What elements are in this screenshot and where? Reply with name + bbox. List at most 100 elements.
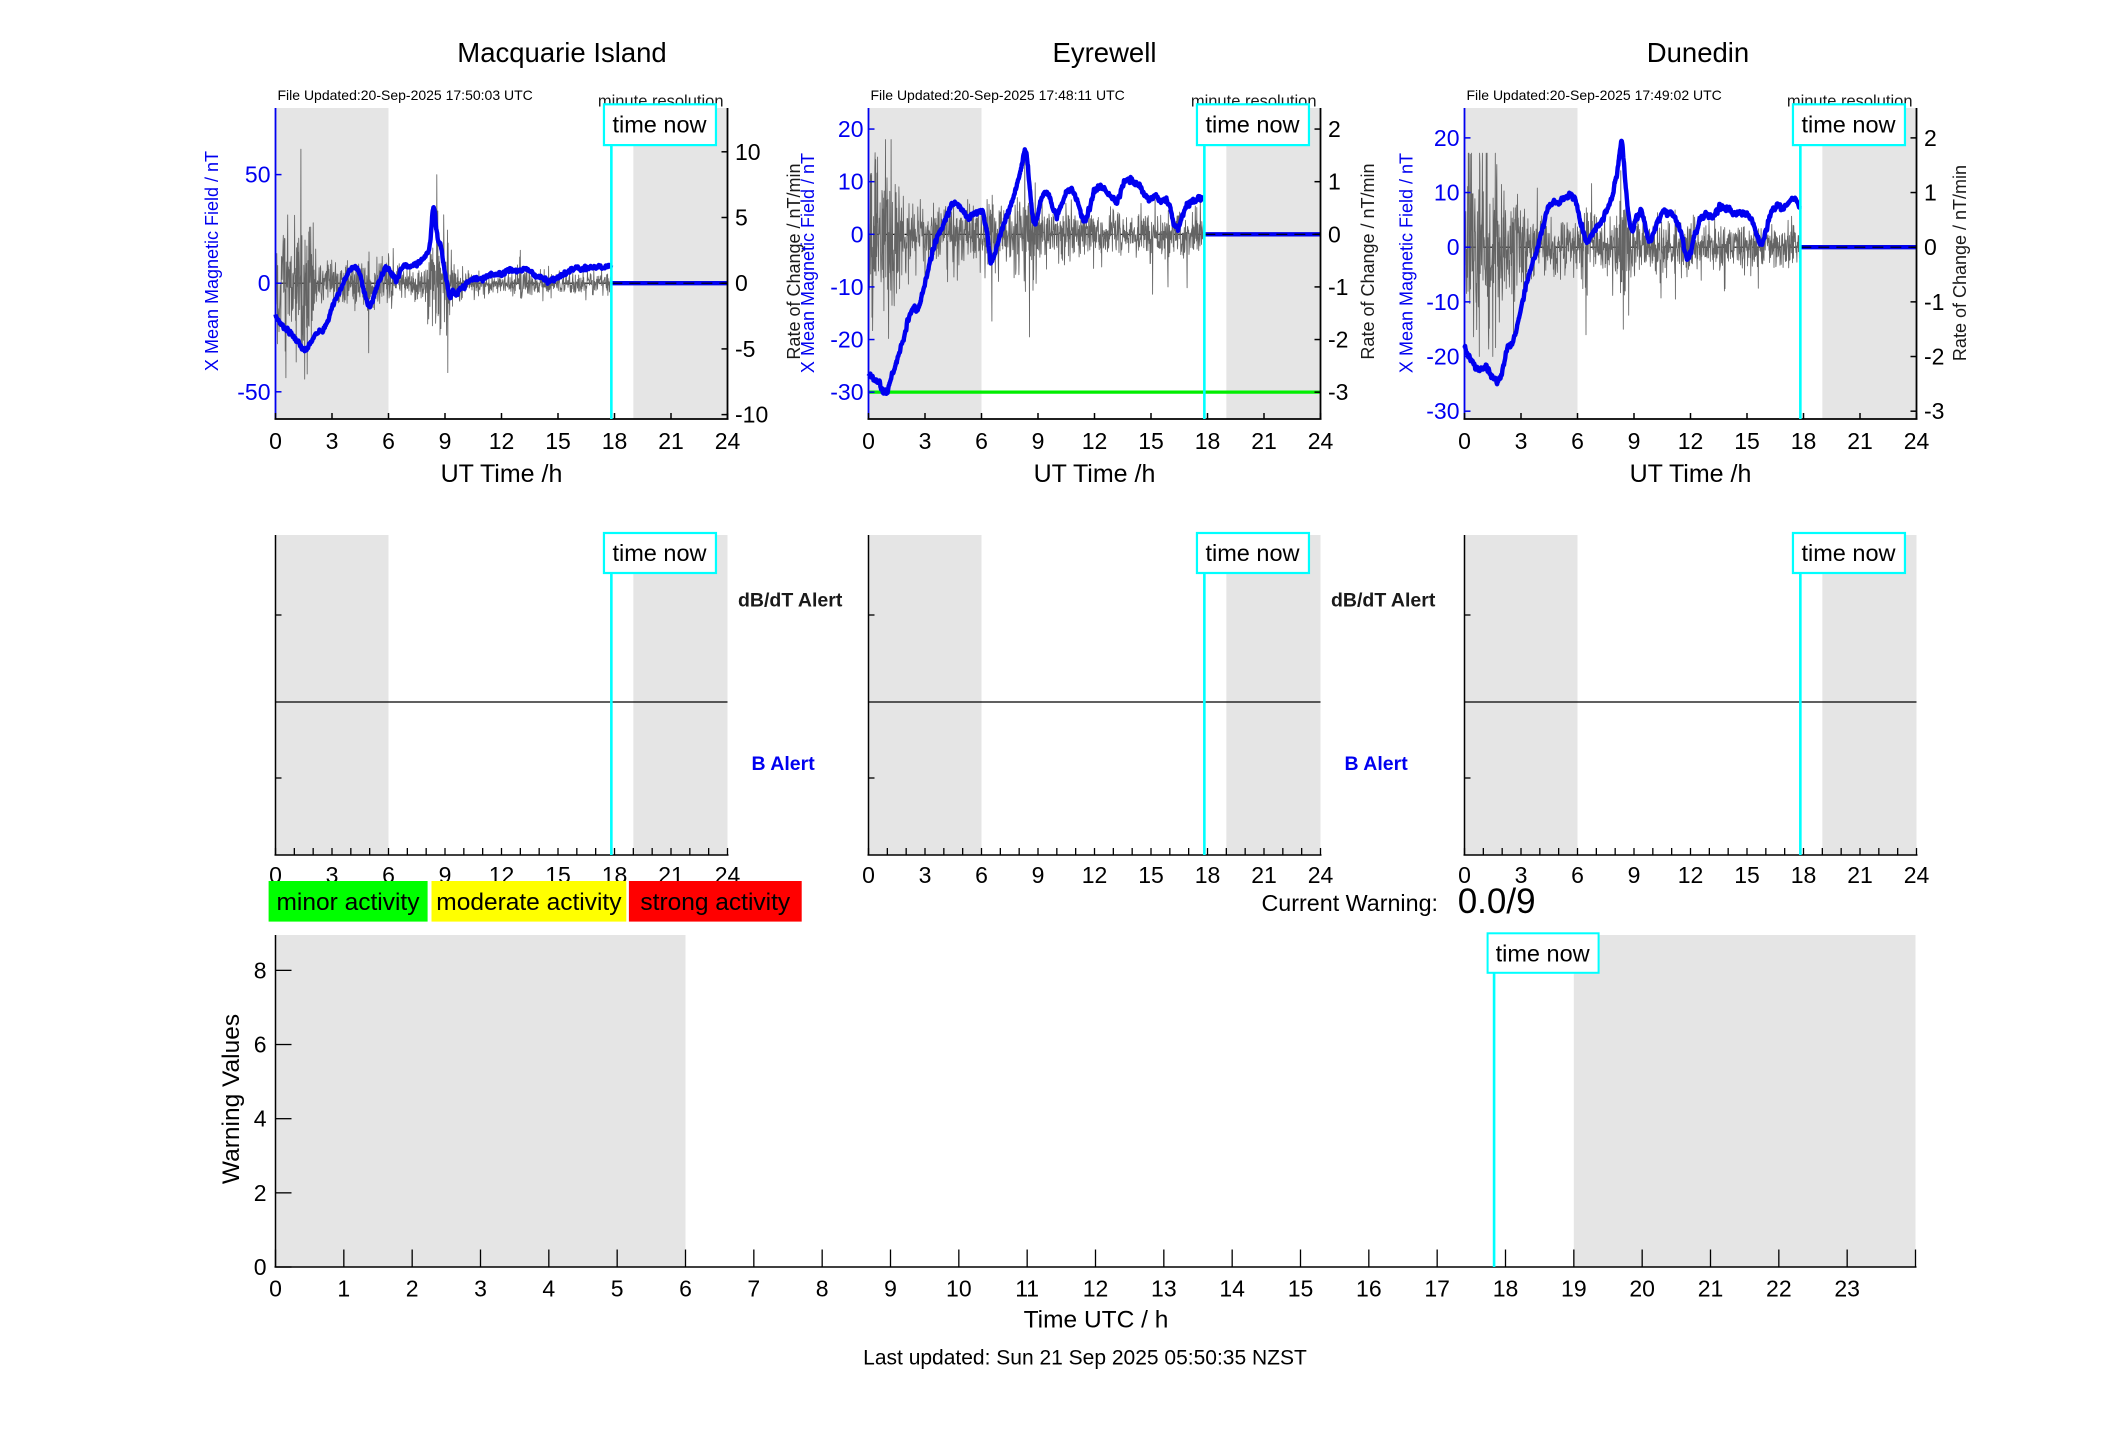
svg-text:0: 0 xyxy=(269,1276,282,1302)
svg-text:Dunedin: Dunedin xyxy=(1647,37,1749,68)
svg-text:11: 11 xyxy=(1015,1276,1039,1302)
svg-text:23: 23 xyxy=(1834,1276,1860,1302)
svg-text:12: 12 xyxy=(1083,1276,1109,1302)
svg-text:13: 13 xyxy=(1151,1276,1177,1302)
svg-text:3: 3 xyxy=(326,428,339,454)
svg-text:21: 21 xyxy=(1698,1276,1724,1302)
svg-text:0: 0 xyxy=(1458,862,1471,888)
svg-text:6: 6 xyxy=(382,428,395,454)
svg-text:0: 0 xyxy=(735,270,748,296)
svg-text:X Mean Magnetic Field / nT: X Mean Magnetic Field / nT xyxy=(202,151,222,371)
svg-text:16: 16 xyxy=(1356,1276,1382,1302)
svg-text:Warning Values: Warning Values xyxy=(218,1014,245,1184)
svg-text:time now: time now xyxy=(1205,540,1300,566)
svg-text:6: 6 xyxy=(254,1032,267,1058)
svg-text:0: 0 xyxy=(1447,234,1460,260)
svg-text:6: 6 xyxy=(975,862,988,888)
svg-text:14: 14 xyxy=(1219,1276,1245,1302)
svg-text:0: 0 xyxy=(851,221,864,247)
svg-text:17: 17 xyxy=(1424,1276,1450,1302)
svg-text:-20: -20 xyxy=(1426,344,1459,370)
svg-text:time now: time now xyxy=(1801,540,1896,566)
svg-text:0: 0 xyxy=(1458,428,1471,454)
svg-text:6: 6 xyxy=(975,428,988,454)
svg-text:2: 2 xyxy=(1328,116,1341,142)
svg-text:10: 10 xyxy=(838,169,864,195)
svg-text:9: 9 xyxy=(1628,862,1641,888)
svg-text:21: 21 xyxy=(1251,862,1277,888)
svg-text:6: 6 xyxy=(679,1276,692,1302)
svg-text:Rate of Change / nT/min: Rate of Change / nT/min xyxy=(784,163,804,359)
svg-text:-1: -1 xyxy=(1328,274,1348,300)
svg-text:B Alert: B Alert xyxy=(752,753,816,775)
svg-text:3: 3 xyxy=(474,1276,487,1302)
svg-text:File Updated:20-Sep-2025 17:49: File Updated:20-Sep-2025 17:49:02 UTC xyxy=(1467,87,1722,103)
svg-text:time now: time now xyxy=(1801,112,1896,138)
svg-text:21: 21 xyxy=(658,428,684,454)
svg-text:21: 21 xyxy=(1847,428,1873,454)
svg-text:0: 0 xyxy=(1924,234,1937,260)
svg-text:20: 20 xyxy=(838,116,864,142)
svg-text:1: 1 xyxy=(1328,169,1341,195)
svg-text:24: 24 xyxy=(1904,862,1930,888)
svg-text:File Updated:20-Sep-2025 17:50: File Updated:20-Sep-2025 17:50:03 UTC xyxy=(278,87,533,103)
svg-text:-10: -10 xyxy=(1426,289,1459,315)
svg-text:3: 3 xyxy=(919,862,932,888)
svg-text:strong activity: strong activity xyxy=(640,889,791,916)
svg-text:Rate of Change / nT/min: Rate of Change / nT/min xyxy=(1358,163,1378,359)
svg-text:X Mean Magnetic Field / nT: X Mean Magnetic Field / nT xyxy=(798,153,818,373)
svg-text:5: 5 xyxy=(735,205,748,231)
svg-text:-50: -50 xyxy=(237,379,270,405)
svg-text:-5: -5 xyxy=(735,336,755,362)
svg-text:0: 0 xyxy=(269,428,282,454)
svg-text:time now: time now xyxy=(1496,941,1591,967)
svg-text:3: 3 xyxy=(1515,862,1528,888)
svg-text:18: 18 xyxy=(1493,1276,1519,1302)
svg-text:6: 6 xyxy=(1571,862,1584,888)
svg-text:24: 24 xyxy=(1308,862,1334,888)
svg-text:9: 9 xyxy=(884,1276,897,1302)
svg-text:7: 7 xyxy=(747,1276,760,1302)
svg-text:Time UTC / h: Time UTC / h xyxy=(1024,1307,1169,1334)
svg-text:18: 18 xyxy=(1791,428,1817,454)
svg-text:24: 24 xyxy=(1904,428,1930,454)
svg-text:3: 3 xyxy=(919,428,932,454)
svg-text:20: 20 xyxy=(1629,1276,1655,1302)
svg-text:UT Time /h: UT Time /h xyxy=(1630,460,1752,488)
svg-text:15: 15 xyxy=(545,428,571,454)
svg-text:Macquarie Island: Macquarie Island xyxy=(457,37,666,68)
svg-text:UT Time /h: UT Time /h xyxy=(441,460,563,488)
svg-text:0.0/9: 0.0/9 xyxy=(1458,882,1536,921)
svg-text:2: 2 xyxy=(254,1180,267,1206)
svg-text:9: 9 xyxy=(1032,428,1045,454)
svg-text:18: 18 xyxy=(1195,428,1221,454)
svg-text:8: 8 xyxy=(254,957,267,983)
svg-text:24: 24 xyxy=(1308,428,1334,454)
svg-text:10: 10 xyxy=(735,139,761,165)
svg-text:-20: -20 xyxy=(830,327,863,353)
svg-text:22: 22 xyxy=(1766,1276,1792,1302)
svg-text:9: 9 xyxy=(1032,862,1045,888)
svg-text:-1: -1 xyxy=(1924,289,1944,315)
svg-text:UT Time /h: UT Time /h xyxy=(1034,460,1156,488)
svg-text:Rate of Change / nT/min: Rate of Change / nT/min xyxy=(1950,165,1970,361)
svg-text:-2: -2 xyxy=(1924,344,1944,370)
svg-text:-10: -10 xyxy=(830,274,863,300)
svg-text:20: 20 xyxy=(1434,125,1460,151)
svg-text:File Updated:20-Sep-2025 17:48: File Updated:20-Sep-2025 17:48:11 UTC xyxy=(871,87,1125,103)
svg-text:dB/dT Alert: dB/dT Alert xyxy=(738,590,843,612)
svg-text:4: 4 xyxy=(254,1106,267,1132)
svg-text:8: 8 xyxy=(816,1276,829,1302)
svg-text:-2: -2 xyxy=(1328,327,1348,353)
svg-text:15: 15 xyxy=(1138,862,1164,888)
svg-text:12: 12 xyxy=(489,428,515,454)
svg-text:0: 0 xyxy=(862,862,875,888)
svg-text:5: 5 xyxy=(611,1276,624,1302)
svg-text:50: 50 xyxy=(245,162,271,188)
svg-text:-10: -10 xyxy=(735,402,768,428)
svg-text:9: 9 xyxy=(1628,428,1641,454)
svg-text:15: 15 xyxy=(1734,862,1760,888)
svg-text:time now: time now xyxy=(1205,112,1300,138)
svg-text:-3: -3 xyxy=(1328,379,1348,405)
svg-text:4: 4 xyxy=(542,1276,555,1302)
